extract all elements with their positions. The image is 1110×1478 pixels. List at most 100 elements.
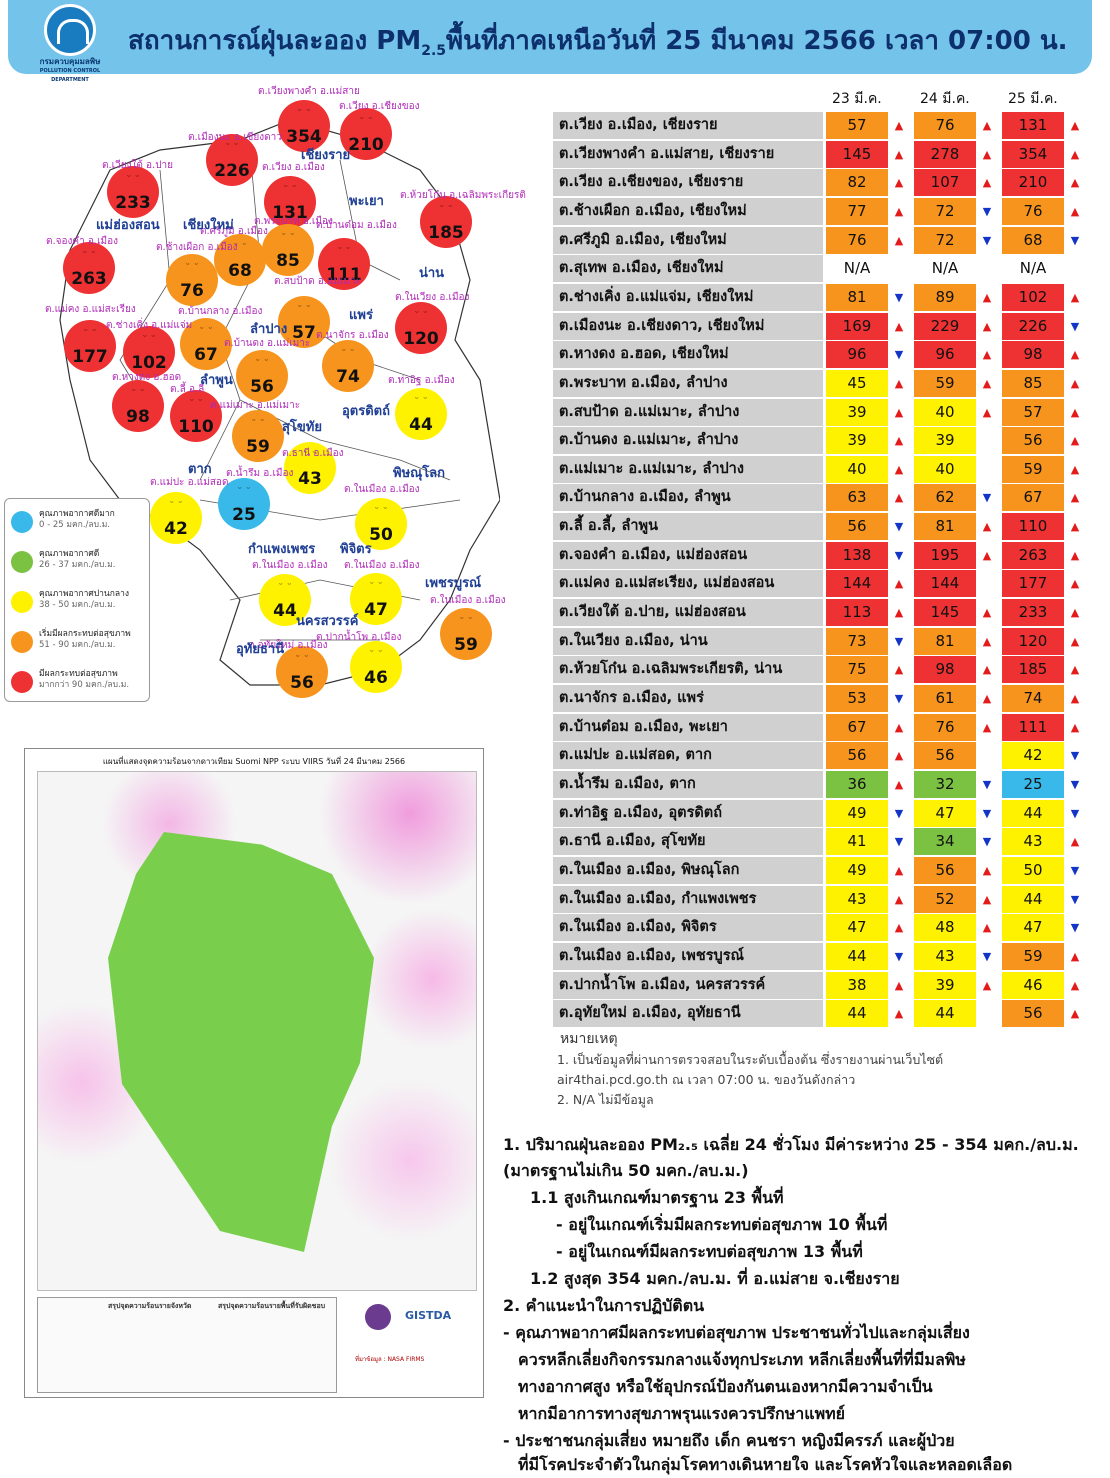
map-province-label: ลำปาง [250, 322, 288, 337]
summary-line-1: 1. ปริมาณฝุ่นละออง PM₂.₅ เฉลี่ย 24 ชั่วโ… [503, 1135, 1079, 1154]
pm25-value: 75 [826, 656, 888, 684]
map-bubble: 57 [278, 296, 330, 348]
pm25-value: 107 [914, 169, 976, 197]
pm25-value: 67 [826, 713, 888, 741]
map-bubble: 120 [395, 302, 447, 354]
pm25-value: 41 [826, 828, 888, 856]
trend-up-icon: ▲ [1070, 405, 1080, 419]
map-province-label: เชียงราย [301, 148, 351, 163]
summary-line-10: ทางอากาศสูง หรือใช้อุปกรณ์ป้องกันตนเองหา… [518, 1377, 933, 1396]
table-row: ต.ศรีภูมิ อ.เมือง, เชียงใหม่ 76 ▲ 72 ▼ 68 ▼ [553, 226, 1088, 255]
map-station-label: ต.ช่างเคิ่ง อ.แม่แจ่ม [106, 320, 193, 331]
legend-item: คุณภาพอากาศปานกลาง 38 - 50 มคก./ลบ.ม. [11, 589, 147, 621]
trend-up-icon: ▲ [894, 921, 904, 935]
pm25-value: 76 [1002, 197, 1064, 225]
pm25-value: 76 [914, 112, 976, 139]
station-name: ต.เมืองนะ อ.เชียงดาว, เชียงใหม่ [553, 312, 823, 340]
trend-up-icon: ▲ [982, 290, 992, 304]
summary-line-3: 1.1 สูงเกินเกณฑ์มาตรฐาน 23 พื้นที่ [530, 1188, 784, 1207]
pm25-value: 36 [826, 770, 888, 798]
legend-text: คุณภาพอากาศดี 26 - 37 มคก./ลบ.ม. [39, 549, 116, 570]
table-row: ต.เวียงพางคำ อ.แม่สาย, เชียงราย 145 ▲ 278 ▲ 3… [553, 140, 1088, 169]
pm25-value: 111 [1002, 713, 1064, 741]
trend-down-icon: ▼ [894, 548, 904, 562]
trend-down-icon: ▼ [1070, 233, 1080, 247]
map-station-label: ต.ธานี อ.เมือง [282, 448, 344, 459]
pm25-value: 144 [914, 570, 976, 598]
table-row: ต.บ้านดง อ.แม่เมาะ, ลำปาง 39 ▲ 39 56 ▲ [553, 427, 1088, 455]
map-bubble: 46 [350, 641, 402, 693]
pm25-value: 43 [1002, 828, 1064, 856]
agency-seal-icon [365, 1304, 391, 1330]
trend-up-icon: ▲ [982, 176, 992, 190]
page-title: สถานการณ์ฝุ่นละออง PM2.5พื้นที่ภาคเหนือว… [128, 20, 1067, 61]
header-banner: กรมควบคุมมลพิษ POLLUTION CONTROL DEPARTME… [8, 0, 1092, 83]
table-row: ต.เมืองนะ อ.เชียงดาว, เชียงใหม่ 169 ▲ 229 ▲ 2… [553, 312, 1088, 341]
hotspot-map-image [37, 771, 477, 1291]
trend-up-icon: ▲ [894, 462, 904, 476]
station-name: ต.ท่าอิฐ อ.เมือง, อุตรดิตถ์ [553, 799, 823, 827]
pm25-value: 354 [1002, 140, 1064, 168]
trend-up-icon: ▲ [1070, 290, 1080, 304]
map-province-label: แพร่ [349, 308, 373, 323]
legend-swatch-icon [11, 631, 33, 653]
station-name: ต.แม่ปะ อ.แม่สอด, ตาก [553, 742, 823, 770]
trend-up-icon: ▲ [1070, 720, 1080, 734]
map-station-label: ต.น้ำรึม อ.เมือง [226, 468, 294, 479]
map-bubble: 110 [170, 390, 222, 442]
logo-text: กรมควบคุมมลพิษ [39, 57, 101, 66]
trend-down-icon: ▼ [982, 835, 992, 849]
forest-area [108, 832, 374, 1252]
trend-up-icon: ▲ [1070, 462, 1080, 476]
trend-up-icon: ▲ [982, 863, 992, 877]
pcd-logo-icon [44, 4, 96, 56]
pm25-value: 195 [914, 541, 976, 569]
table-header-date: 24 มี.ค. [920, 91, 970, 107]
trend-up-icon: ▲ [894, 405, 904, 419]
map-province-label: เชียงใหม่ [183, 218, 234, 233]
table-row: ต.ช้างเผือก อ.เมือง, เชียงใหม่ 77 ▲ 72 ▼ 76 ▲ [553, 197, 1088, 226]
trend-up-icon: ▲ [894, 204, 904, 218]
trend-up-icon: ▲ [894, 434, 904, 448]
pm25-value: 96 [914, 341, 976, 369]
station-name: ต.นาจักร อ.เมือง, แพร่ [553, 685, 823, 712]
hotspot-source: ที่มาข้อมูล : NASA FIRMS [355, 1356, 425, 1363]
summary-line-4: - อยู่ในเกณฑ์เริ่มมีผลกระทบต่อสุขภาพ 10 … [556, 1215, 888, 1234]
trend-up-icon: ▲ [982, 520, 992, 534]
pm25-value: 89 [914, 283, 976, 311]
logo-subtext: POLLUTION CONTROL DEPARTMENT [39, 68, 101, 83]
legend-swatch-icon [11, 551, 33, 573]
trend-down-icon: ▼ [982, 491, 992, 505]
table-row: ต.ธานี อ.เมือง, สุโขทัย 41 ▼ 34 ▼ 43 ▲ [553, 828, 1088, 856]
map-bubble: 59 [232, 410, 284, 462]
trend-up-icon: ▲ [982, 663, 992, 677]
pm25-value: 56 [826, 742, 888, 770]
map-bubble: 74 [322, 340, 374, 392]
map-province-label: สุโขทัย [282, 420, 322, 435]
trend-down-icon: ▼ [1070, 749, 1080, 763]
note-2: 2. N/A ไม่มีข้อมูล [557, 1092, 654, 1107]
station-name: ต.พระบาท อ.เมือง, ลำปาง [553, 369, 823, 397]
legend-item: คุณภาพอากาศดี 26 - 37 มคก./ลบ.ม. [11, 549, 147, 581]
map-bubble: 44 [259, 574, 311, 626]
map-station-label: ต.ในเมือง อ.เมือง [344, 560, 420, 571]
map-bubble: 131 [264, 176, 316, 228]
station-name: ต.ช่างเคิ่ง อ.แม่แจ่ม, เชียงใหม่ [553, 283, 823, 311]
trend-up-icon: ▲ [1070, 548, 1080, 562]
map-station-label: ต.ลี้ อ.ลี้ [170, 384, 205, 395]
map-province-label: กำแพงเพชร [248, 542, 316, 557]
table-row: ต.ห้วยโก๋น อ.เฉลิมพระเกียรติ, น่าน 75 ▲ 98 ▲… [553, 656, 1088, 684]
pm25-value: 85 [1002, 369, 1064, 397]
map-province-label: อุทัยธานี [236, 642, 285, 657]
aqi-legend: คุณภาพอากาศดีมาก 0 - 25 มคก./ลบ.ม. คุณภาพอ… [4, 498, 150, 702]
legend-text: คุณภาพอากาศดีมาก 0 - 25 มคก./ลบ.ม. [39, 509, 115, 530]
trend-down-icon: ▼ [982, 204, 992, 218]
station-name: ต.ในเวียง อ.เมือง, น่าน [553, 627, 823, 655]
table-row: ต.ในเมือง อ.เมือง, เพชรบูรณ์ 44 ▼ 43 ▼ 59 ▲ [553, 942, 1088, 971]
map-station-label: ต.เวียง อ.เชียงของ [339, 101, 420, 112]
trend-up-icon: ▲ [894, 491, 904, 505]
summary-line-12: - ประชาชนกลุ่มเสี่ยง หมายถึง เด็ก คนชรา … [503, 1431, 955, 1450]
trend-up-icon: ▲ [982, 606, 992, 620]
pm25-value: 44 [1002, 885, 1064, 913]
station-name: ต.เวียงพางคำ อ.แม่สาย, เชียงราย [553, 140, 823, 168]
